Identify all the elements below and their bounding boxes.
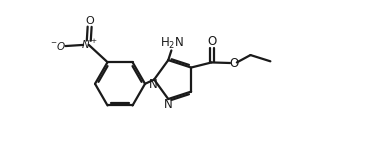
Text: $^{-}O$: $^{-}O$ [50, 40, 66, 52]
Text: O: O [207, 36, 216, 48]
Text: $N^+$: $N^+$ [81, 38, 98, 51]
Text: O: O [229, 56, 239, 70]
Text: O: O [85, 16, 94, 26]
Text: N: N [149, 78, 157, 91]
Text: N: N [164, 98, 173, 111]
Text: H$_2$N: H$_2$N [161, 36, 185, 51]
